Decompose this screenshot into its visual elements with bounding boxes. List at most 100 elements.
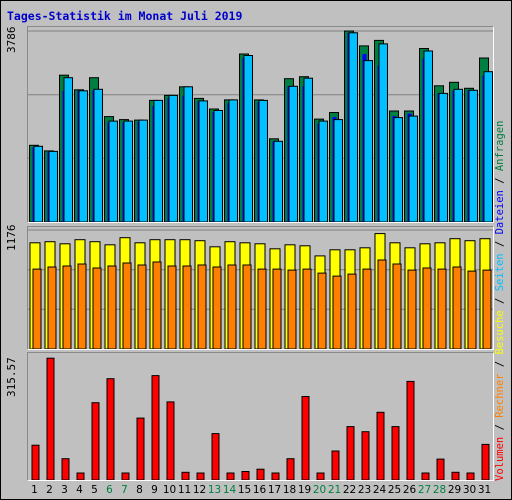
bar-rechner-day-26 — [407, 269, 417, 349]
bar-volumen-day-10 — [166, 401, 175, 480]
requests-panel — [27, 26, 494, 223]
bar-rechner-day-27 — [422, 267, 432, 349]
bar-seiten-day-29 — [453, 88, 463, 222]
y-max-label-volume: 315.57 — [5, 357, 18, 397]
bar-volumen-day-23 — [361, 431, 370, 480]
bar-seiten-day-13 — [213, 110, 223, 222]
x-label-day-14: 14 — [222, 484, 237, 496]
bar-volumen-day-21 — [331, 450, 340, 480]
bar-rechner-day-30 — [467, 270, 477, 349]
legend-item-seiten: Seiten — [494, 253, 506, 292]
bar-volumen-day-28 — [436, 458, 445, 480]
bar-volumen-day-15 — [241, 471, 250, 480]
bar-volumen-day-26 — [406, 380, 415, 480]
bar-seiten-day-9 — [153, 99, 163, 222]
bar-rechner-day-25 — [392, 263, 402, 349]
bar-rechner-day-17 — [272, 268, 282, 349]
bar-volumen-day-20 — [316, 472, 325, 480]
bar-seiten-day-12 — [198, 100, 208, 222]
bar-volumen-day-31 — [481, 443, 490, 480]
bar-rechner-day-18 — [287, 269, 297, 349]
bar-volumen-day-19 — [301, 396, 310, 480]
x-label-day-9: 9 — [151, 484, 158, 496]
bar-seiten-day-28 — [438, 92, 448, 222]
y-max-label-requests: 3786 — [5, 26, 18, 54]
x-label-day-20: 20 — [312, 484, 327, 496]
x-label-day-2: 2 — [46, 484, 53, 496]
bar-seiten-day-14 — [228, 99, 238, 222]
bar-volumen-day-8 — [136, 417, 145, 480]
bar-rechner-day-9 — [152, 261, 162, 349]
bar-rechner-day-19 — [302, 268, 312, 349]
legend-separator: / — [494, 291, 506, 311]
bar-rechner-day-11 — [182, 265, 192, 349]
x-label-day-8: 8 — [136, 484, 143, 496]
bar-rechner-day-21 — [332, 275, 342, 349]
requests-chart — [28, 30, 493, 222]
bar-rechner-day-7 — [122, 262, 132, 349]
bar-rechner-day-31 — [482, 269, 492, 349]
x-label-day-10: 10 — [162, 484, 177, 496]
x-label-day-19: 19 — [297, 484, 312, 496]
bar-volumen-day-5 — [91, 402, 100, 480]
bar-seiten-day-23 — [363, 60, 373, 222]
bar-seiten-day-22 — [348, 32, 358, 222]
legend: Volumen / Rechner / Besuche / Seiten / D… — [494, 121, 506, 481]
bar-seiten-day-6 — [108, 120, 118, 222]
legend-separator: / — [494, 171, 506, 191]
chart-title: Tages-Statistik im Monat Juli 2019 — [7, 9, 243, 23]
legend-item-volumen: Volumen — [494, 436, 506, 481]
bar-seiten-day-17 — [273, 140, 283, 222]
x-label-day-17: 17 — [267, 484, 282, 496]
x-label-day-22: 22 — [342, 484, 357, 496]
legend-separator: / — [494, 234, 506, 254]
bar-volumen-day-6 — [106, 378, 115, 480]
bar-seiten-day-30 — [468, 89, 478, 222]
bar-rechner-day-1 — [32, 268, 42, 349]
volume-chart — [31, 357, 490, 480]
bar-seiten-day-20 — [318, 120, 328, 222]
bar-volumen-day-9 — [151, 375, 160, 480]
x-label-day-31: 31 — [477, 484, 492, 496]
bar-rechner-day-5 — [92, 267, 102, 349]
x-label-day-25: 25 — [387, 484, 402, 496]
bar-rechner-day-12 — [197, 264, 207, 349]
x-label-day-5: 5 — [91, 484, 98, 496]
bar-seiten-day-21 — [333, 119, 343, 222]
x-label-day-13: 13 — [207, 484, 222, 496]
bar-volumen-day-25 — [391, 426, 400, 480]
bar-rechner-day-24 — [377, 259, 387, 349]
bar-volumen-day-2 — [46, 357, 55, 480]
bar-seiten-day-15 — [243, 55, 253, 222]
x-label-day-7: 7 — [121, 484, 128, 496]
bar-rechner-day-3 — [62, 265, 72, 349]
bar-volumen-day-4 — [76, 472, 85, 480]
x-label-day-24: 24 — [372, 484, 387, 496]
volume-panel — [27, 352, 494, 481]
bar-volumen-day-14 — [226, 472, 235, 480]
bar-rechner-day-10 — [167, 265, 177, 349]
legend-item-dateien: Dateien — [494, 190, 506, 235]
bar-volumen-day-3 — [61, 458, 70, 480]
bar-seiten-day-24 — [378, 43, 388, 222]
x-axis-day-labels: 1 2 3 4 5 6 7 8 9 10 11 12 13 14 15 16 17 18 19 20 21 22 23 24 2… — [27, 482, 492, 498]
x-label-day-23: 23 — [357, 484, 372, 496]
y-max-label-visits: 1176 — [5, 224, 18, 252]
bar-volumen-day-30 — [466, 472, 475, 480]
bar-volumen-day-22 — [346, 426, 355, 480]
x-label-day-27: 27 — [417, 484, 432, 496]
bar-rechner-day-6 — [107, 265, 117, 349]
bar-seiten-day-27 — [423, 50, 433, 222]
bar-rechner-day-15 — [242, 264, 252, 349]
x-label-day-18: 18 — [282, 484, 297, 496]
legend-separator: / — [494, 354, 506, 374]
bar-seiten-day-3 — [63, 77, 73, 222]
bar-seiten-day-5 — [93, 88, 103, 222]
bar-volumen-day-1 — [31, 444, 40, 480]
bar-seiten-day-19 — [303, 77, 313, 222]
bar-seiten-day-7 — [123, 120, 133, 222]
x-label-day-30: 30 — [462, 484, 477, 496]
x-label-day-11: 11 — [177, 484, 192, 496]
bar-volumen-day-12 — [196, 472, 205, 480]
